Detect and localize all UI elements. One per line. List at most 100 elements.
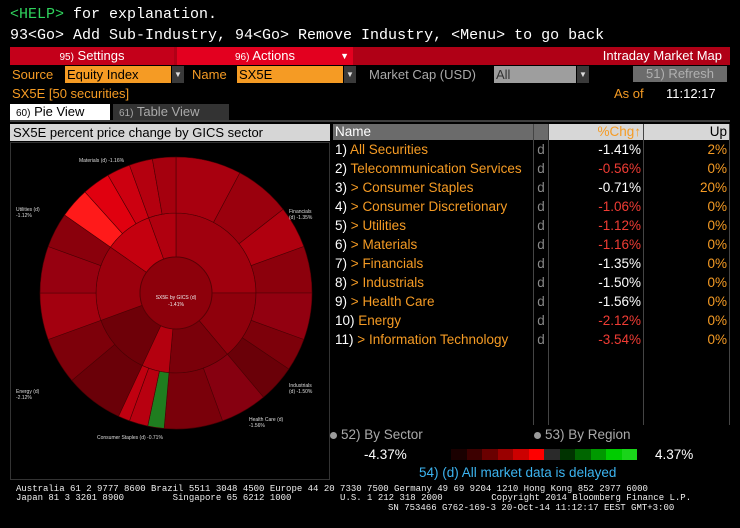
row-name-cell[interactable]: 4) > Consumer Discretionary [333, 197, 534, 216]
asof-time: 11:12:17 [666, 86, 716, 101]
table-row[interactable]: 2) Telecommunication Services d -0.56% 0% [333, 159, 730, 178]
row-name-cell[interactable]: 3) > Consumer Staples [333, 178, 534, 197]
footer-contacts-line2: Japan 81 3 3201 8900 Singapore 65 6212 1… [16, 493, 692, 503]
asof-label: As of [614, 86, 644, 101]
table-row[interactable]: 4) > Consumer Discretionary d -1.06% 0% [333, 197, 730, 216]
expand-arrow-icon[interactable]: > [350, 275, 359, 290]
expand-arrow-icon[interactable]: > [350, 294, 359, 309]
table-row[interactable]: 11) > Information Technology d -3.54% 0% [333, 330, 730, 349]
radio-dot-icon [330, 431, 337, 439]
table-row[interactable]: 6) > Materials d -1.16% 0% [333, 235, 730, 254]
help-text: for explanation. [64, 6, 218, 23]
delayed-flag: d [533, 273, 549, 292]
expand-arrow-icon[interactable]: > [350, 256, 359, 271]
chart-title: SX5E percent price change by GICS sector [10, 124, 330, 141]
by-sector-radio[interactable]: 52) By Sector [330, 427, 423, 442]
tab-pie-number: 60) [16, 108, 31, 119]
center-value: -1.41% [168, 302, 184, 308]
row-up-pct: 0% [643, 216, 730, 235]
row-number: 10) [335, 313, 355, 328]
row-number: 2) [335, 161, 348, 176]
row-name: Utilities [362, 218, 406, 233]
col-name-header[interactable]: Name [333, 124, 534, 140]
table-row[interactable]: 8) > Industrials d -1.50% 0% [333, 273, 730, 292]
name-input[interactable]: SX5E [237, 66, 343, 83]
row-up-pct: 0% [643, 159, 730, 178]
table-row[interactable]: 7) > Financials d -1.35% 0% [333, 254, 730, 273]
sector-label-consumer-staples: Consumer Staples (d) -0.71% [97, 435, 163, 441]
marketcap-dropdown-icon[interactable]: ▼ [577, 66, 589, 83]
legend-min: -4.37% [364, 447, 407, 462]
sector-label-utilities: Utilities (d) -1.12% [16, 207, 40, 219]
col-chg-header[interactable]: %Chg↑ [548, 124, 644, 140]
refresh-button[interactable]: 51) Refresh [633, 66, 727, 82]
scale-step [590, 449, 606, 460]
row-name: Information Technology [368, 332, 509, 347]
index-info: SX5E [50 securities] [12, 86, 130, 101]
expand-arrow-icon[interactable]: > [350, 218, 359, 233]
delay-notice[interactable]: 54) (d) All market data is delayed [419, 465, 617, 480]
row-name: All Securities [350, 142, 429, 157]
row-name-cell[interactable]: 10) Energy [333, 311, 534, 330]
center-label: SX5E by GICS (d) [156, 295, 197, 301]
table-row[interactable]: 3) > Consumer Staples d -0.71% 20% [333, 178, 730, 197]
row-number: 1) [335, 142, 348, 157]
scale-step [575, 449, 591, 460]
expand-arrow-icon[interactable]: > [357, 332, 366, 347]
row-up-pct: 20% [643, 178, 730, 197]
row-name-cell[interactable]: 9) > Health Care [333, 292, 534, 311]
tab-pie-view[interactable]: 60) Pie View [10, 104, 110, 120]
row-name-cell[interactable]: 11) > Information Technology [333, 330, 534, 349]
marketcap-label: Market Cap (USD) [369, 67, 476, 82]
row-up-pct: 0% [643, 292, 730, 311]
help-key[interactable]: <HELP> [10, 6, 65, 23]
table-row[interactable]: 10) Energy d -2.12% 0% [333, 311, 730, 330]
expand-arrow-icon[interactable]: > [350, 199, 359, 214]
tab-table-label: Table View [136, 104, 200, 119]
name-dropdown-icon[interactable]: ▼ [344, 66, 356, 83]
table-row[interactable]: 1) All Securities d -1.41% 2% [333, 140, 730, 159]
command-hint: 93<Go> Add Sub-Industry, 94<Go> Remove I… [10, 27, 605, 44]
settings-button[interactable]: 95) Settings [10, 47, 174, 65]
row-name: Financials [362, 256, 424, 271]
row-name-cell[interactable]: 2) Telecommunication Services [333, 159, 534, 178]
col-flag-header [533, 124, 549, 140]
row-name: Materials [362, 237, 418, 252]
security-segment[interactable] [152, 156, 177, 215]
sunburst-chart-panel: SX5E by GICS (d) -1.41% Materials (d) -1… [10, 142, 330, 480]
col-up-header[interactable]: Up [643, 124, 730, 140]
health-care-flag: (d) [277, 417, 284, 423]
row-name-cell[interactable]: 5) > Utilities [333, 216, 534, 235]
row-name: Telecommunication Services [350, 161, 522, 176]
row-name: Industrials [362, 275, 424, 290]
source-dropdown-icon[interactable]: ▼ [172, 66, 184, 83]
by-region-radio[interactable]: 53) By Region [534, 427, 631, 442]
row-name-cell[interactable]: 1) All Securities [333, 140, 534, 159]
center-disc[interactable] [139, 256, 213, 330]
empty-row [333, 349, 730, 368]
sector-label-energy: Energy (d) -2.12% [16, 389, 39, 401]
table-row[interactable]: 9) > Health Care d -1.56% 0% [333, 292, 730, 311]
expand-arrow-icon[interactable]: > [350, 180, 359, 195]
scale-step [497, 449, 513, 460]
consumer-staples-value: -0.71% [147, 435, 163, 441]
actions-button[interactable]: 96) Actions ▼ [177, 47, 353, 65]
energy-flag: (d) [33, 389, 40, 395]
scale-step [482, 449, 498, 460]
sunburst-chart[interactable]: SX5E by GICS (d) -1.41% [11, 143, 329, 479]
sector-label-health-care: Health Care (d) -1.56% [249, 417, 283, 429]
table-row[interactable]: 5) > Utilities d -1.12% 0% [333, 216, 730, 235]
utilities-value: -1.12% [16, 213, 32, 219]
row-pct-change: -1.56% [548, 292, 644, 311]
row-name-cell[interactable]: 6) > Materials [333, 235, 534, 254]
legend-max: 4.37% [655, 447, 694, 462]
tab-table-view[interactable]: 61) Table View [113, 104, 229, 120]
delayed-flag: d [533, 140, 549, 159]
marketcap-select[interactable]: All [494, 66, 576, 83]
source-select[interactable]: Equity Index [65, 66, 171, 83]
row-number: 4) [335, 199, 348, 214]
row-name-cell[interactable]: 8) > Industrials [333, 273, 534, 292]
empty-row [333, 406, 730, 425]
row-name-cell[interactable]: 7) > Financials [333, 254, 534, 273]
expand-arrow-icon[interactable]: > [350, 237, 359, 252]
